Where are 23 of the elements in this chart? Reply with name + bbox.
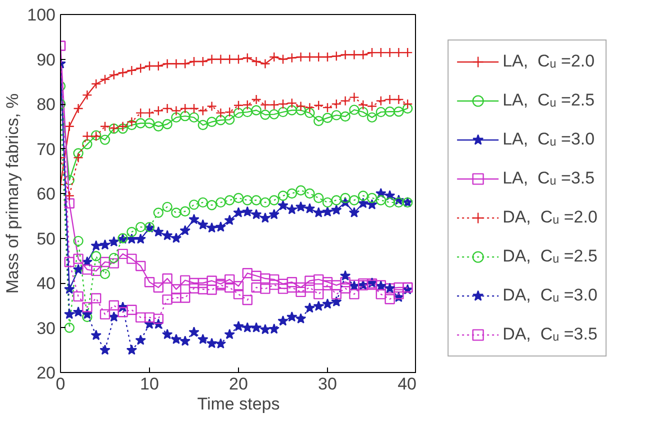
x-tick-label: 30 <box>318 374 337 394</box>
y-tick-label: 100 <box>27 6 56 24</box>
legend-label: DA, Cᵤ =2.0 <box>502 208 598 228</box>
x-tick-label: 0 <box>56 374 66 394</box>
x-axis-title: Time steps <box>197 394 280 414</box>
legend-label: LA, Cᵤ =3.0 <box>502 130 595 150</box>
y-tick-label: 50 <box>36 229 56 248</box>
y-tick-label: 70 <box>36 140 56 159</box>
x-tick-label: 10 <box>140 374 159 394</box>
x-tick-label: 20 <box>229 374 248 394</box>
legend-label: LA, Cᵤ =2.5 <box>502 90 595 110</box>
legend-label: DA, Cᵤ =3.5 <box>502 324 598 344</box>
y-tick-label: 80 <box>36 95 56 114</box>
y-tick-label: 60 <box>36 184 56 204</box>
y-axis-title: Mass of primary fabrics, % <box>3 93 22 294</box>
legend-label: LA, Cᵤ =3.5 <box>502 168 595 188</box>
legend-label: DA, Cᵤ =2.5 <box>502 246 598 266</box>
y-tick-label: 90 <box>36 50 56 70</box>
legend-label: DA, Cᵤ =3.0 <box>502 286 598 306</box>
y-tick-label: 30 <box>36 318 56 338</box>
y-tick-label: 40 <box>36 274 56 293</box>
legend-label: LA, Cᵤ =2.0 <box>502 52 595 72</box>
x-tick-label: 40 <box>398 374 417 394</box>
